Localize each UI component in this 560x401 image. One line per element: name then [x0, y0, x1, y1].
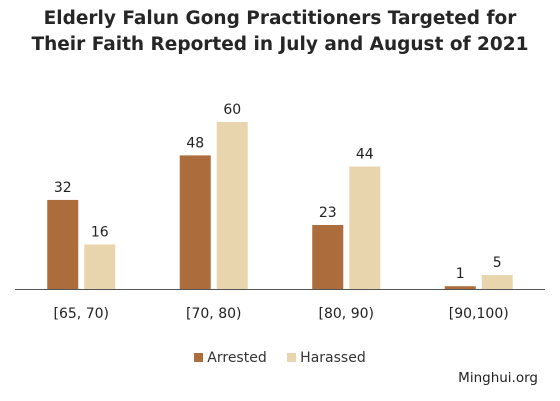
legend-label-arrested: Arrested	[207, 350, 267, 366]
data-label-harassed-1: 60	[223, 102, 241, 118]
data-label-arrested-0: 32	[54, 180, 72, 196]
data-label-harassed-2: 44	[356, 147, 374, 163]
data-label-arrested-2: 23	[319, 205, 337, 221]
bar-arrested-2	[312, 224, 344, 289]
legend: Arrested Harassed	[0, 350, 560, 366]
legend-item-arrested: Arrested	[194, 350, 267, 366]
x-tick-label-1: [70, 80)	[186, 306, 241, 322]
data-label-harassed-3: 5	[493, 255, 502, 271]
legend-swatch-harassed	[287, 353, 297, 362]
bar-arrested-3	[444, 286, 476, 289]
bar-arrested-0	[47, 199, 79, 289]
data-label-arrested-3: 1	[456, 266, 465, 282]
x-tick-label-2: [80, 90)	[319, 306, 374, 322]
legend-item-harassed: Harassed	[287, 350, 366, 366]
chart-title: Elderly Falun Gong Practitioners Targete…	[0, 6, 560, 58]
bar-chart: 32 16 [65, 70) 48 60 [70, 80) 23 44 [80, 90) 1 5 [9…	[15, 102, 545, 322]
data-label-arrested-1: 48	[186, 135, 204, 151]
legend-label-harassed: Harassed	[300, 350, 366, 366]
x-tick-label-3: [90,100)	[449, 306, 509, 322]
chart-title-line-1: Elderly Falun Gong Practitioners Targete…	[43, 8, 517, 29]
data-label-harassed-0: 16	[91, 224, 109, 240]
chart-title-line-2: Their Faith Reported in July and August …	[31, 34, 529, 55]
bar-harassed-1	[216, 122, 248, 289]
bar-arrested-1	[179, 155, 211, 289]
bar-harassed-0	[84, 244, 116, 289]
bar-harassed-3	[481, 275, 513, 289]
source-label: Minghui.org	[458, 370, 538, 386]
x-tick-label-0: [65, 70)	[54, 306, 109, 322]
legend-swatch-arrested	[194, 353, 204, 362]
bar-harassed-2	[349, 166, 381, 289]
